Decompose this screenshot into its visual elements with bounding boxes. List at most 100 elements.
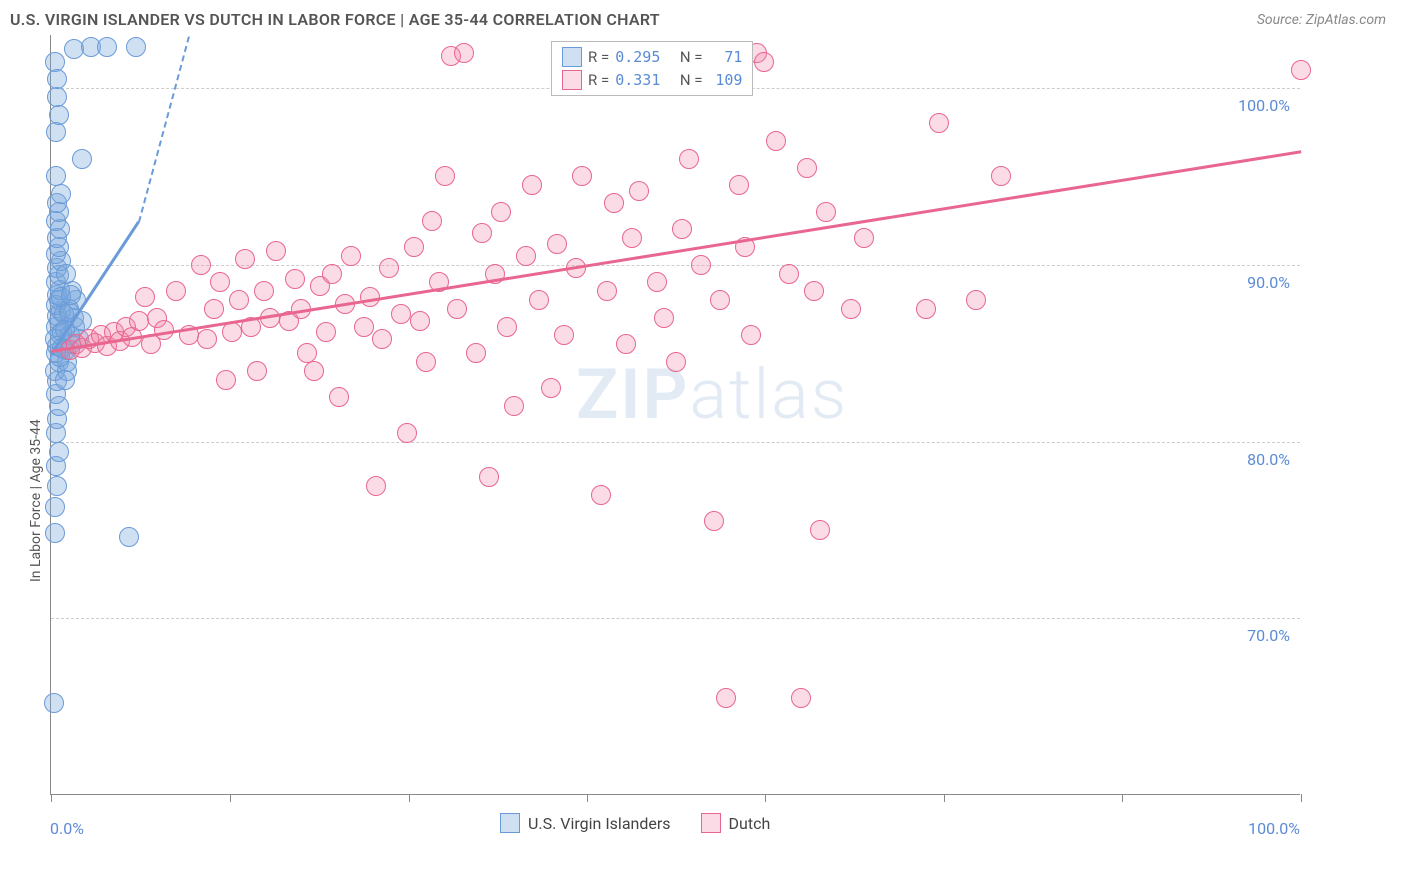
point-dutch [254, 281, 274, 301]
point-dutch [804, 281, 824, 301]
point-dutch [666, 352, 686, 372]
point-dutch [554, 325, 574, 345]
point-dutch [616, 334, 636, 354]
point-dutch [647, 272, 667, 292]
point-dutch [516, 246, 536, 266]
point-usvi [46, 122, 66, 142]
point-dutch [304, 361, 324, 381]
point-dutch [285, 269, 305, 289]
point-dutch [754, 52, 774, 72]
point-dutch [247, 361, 267, 381]
x-tick [51, 794, 52, 802]
point-dutch [929, 113, 949, 133]
point-dutch [472, 223, 492, 243]
n-label: N = [680, 69, 703, 92]
legend-swatch [500, 813, 520, 833]
point-dutch [360, 287, 380, 307]
point-dutch [597, 281, 617, 301]
point-dutch [591, 485, 611, 505]
point-dutch [916, 299, 936, 319]
point-dutch [447, 299, 467, 319]
point-usvi [47, 69, 67, 89]
stats-row: R = 0.295 N = 71 [562, 46, 742, 69]
point-dutch [479, 467, 499, 487]
r-label: R = [588, 46, 609, 69]
point-dutch [129, 311, 149, 331]
y-tick-label: 90.0% [1247, 273, 1290, 292]
point-usvi [51, 184, 71, 204]
y-tick-label: 100.0% [1238, 96, 1290, 115]
point-usvi [47, 87, 67, 107]
point-dutch [854, 228, 874, 248]
point-dutch [791, 688, 811, 708]
legend-swatch [562, 47, 582, 67]
point-usvi [46, 166, 66, 186]
r-value: 0.295 [615, 46, 660, 69]
point-usvi [49, 442, 69, 462]
n-value: 109 [708, 69, 742, 92]
point-dutch [779, 264, 799, 284]
point-dutch [341, 246, 361, 266]
point-dutch [454, 43, 474, 63]
point-dutch [604, 193, 624, 213]
point-dutch [191, 255, 211, 275]
point-dutch [166, 281, 186, 301]
watermark: ZIPatlas [576, 354, 848, 436]
point-dutch [422, 211, 442, 231]
point-dutch [379, 258, 399, 278]
point-dutch [366, 476, 386, 496]
x-tick [230, 794, 231, 802]
point-dutch [966, 290, 986, 310]
y-tick-label: 80.0% [1247, 450, 1290, 469]
stats-legend: R = 0.295 N = 71R = 0.331 N = 109 [551, 41, 753, 96]
point-dutch [797, 158, 817, 178]
x-max-label: 100.0% [1248, 819, 1300, 838]
point-dutch [466, 343, 486, 363]
y-tick-label: 70.0% [1247, 626, 1290, 645]
n-label: N = [680, 46, 703, 69]
r-label: R = [588, 69, 609, 92]
x-tick [409, 794, 410, 802]
point-usvi [47, 476, 67, 496]
x-tick [587, 794, 588, 802]
point-usvi [49, 105, 69, 125]
point-dutch [622, 228, 642, 248]
point-dutch [410, 311, 430, 331]
legend-swatch [562, 70, 582, 90]
point-usvi [119, 527, 139, 547]
legend-label: U.S. Virgin Islanders [528, 814, 671, 833]
point-usvi [97, 37, 117, 57]
chart-title: U.S. VIRGIN ISLANDER VS DUTCH IN LABOR F… [10, 10, 660, 29]
gridline [51, 618, 1300, 619]
point-dutch [504, 396, 524, 416]
point-dutch [710, 290, 730, 310]
point-dutch [716, 688, 736, 708]
point-dutch [197, 329, 217, 349]
point-dutch [491, 202, 511, 222]
point-dutch [497, 317, 517, 337]
point-dutch [204, 299, 224, 319]
point-dutch [654, 308, 674, 328]
point-dutch [216, 370, 236, 390]
y-axis-label: In Labor Force | Age 35-44 [28, 419, 44, 582]
gridline [51, 442, 1300, 443]
point-dutch [572, 166, 592, 186]
point-dutch [404, 237, 424, 257]
point-usvi [56, 264, 76, 284]
legend-item: Dutch [701, 813, 771, 833]
legend-item: U.S. Virgin Islanders [500, 813, 671, 833]
point-dutch [741, 325, 761, 345]
point-dutch [266, 241, 286, 261]
point-dutch [529, 290, 549, 310]
trendline-usvi-dash [138, 36, 190, 222]
x-tick [1301, 794, 1302, 802]
point-dutch [229, 290, 249, 310]
point-dutch [991, 166, 1011, 186]
point-usvi [55, 370, 75, 390]
point-dutch [547, 234, 567, 254]
point-dutch [729, 175, 749, 195]
point-dutch [397, 423, 417, 443]
point-usvi [45, 523, 65, 543]
point-dutch [672, 219, 692, 239]
point-usvi [45, 497, 65, 517]
